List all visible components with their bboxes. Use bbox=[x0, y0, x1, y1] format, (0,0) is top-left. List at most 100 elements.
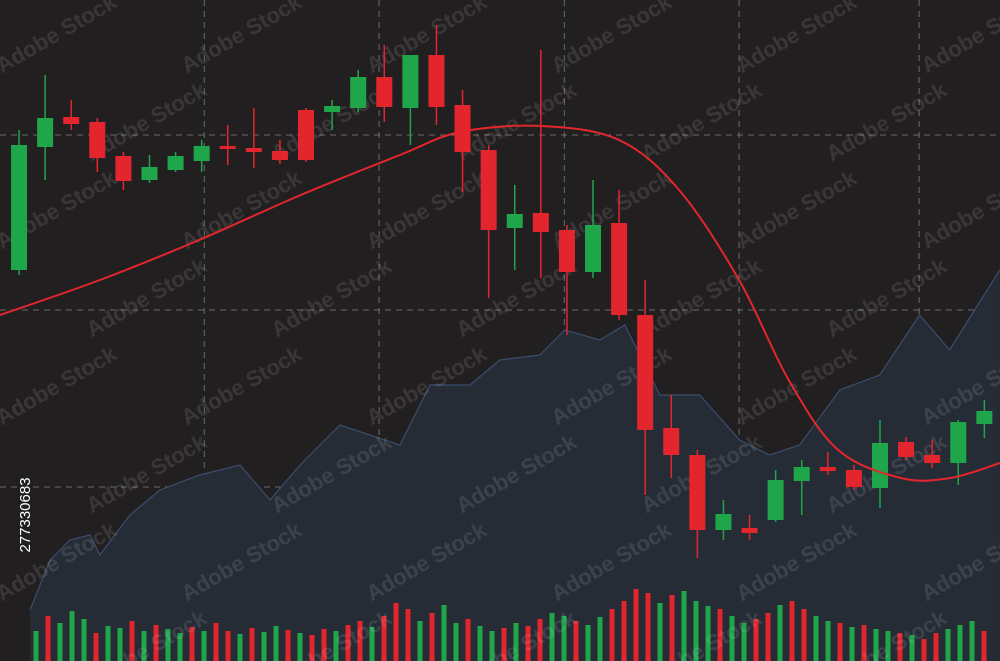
candle-body bbox=[245, 148, 262, 152]
candle-body bbox=[976, 411, 993, 424]
volume-bar bbox=[93, 633, 99, 661]
volume-bar bbox=[189, 627, 195, 661]
volume-bar bbox=[297, 633, 303, 661]
volume-bar bbox=[897, 633, 903, 661]
volume-bar bbox=[909, 635, 915, 661]
volume-bar bbox=[921, 639, 927, 661]
volume-bar bbox=[81, 619, 87, 661]
volume-bar bbox=[813, 616, 819, 661]
volume-bar bbox=[129, 621, 135, 661]
volume-bar bbox=[429, 613, 435, 661]
candle-body bbox=[741, 528, 758, 533]
volume-bar bbox=[225, 631, 231, 661]
candle-body bbox=[950, 422, 967, 463]
volume-bar bbox=[45, 616, 51, 661]
volume-bar bbox=[777, 605, 783, 661]
candle-body bbox=[376, 77, 393, 107]
volume-bar bbox=[117, 628, 123, 661]
candle-body bbox=[611, 223, 628, 315]
volume-bar bbox=[105, 626, 111, 661]
volume-bar bbox=[849, 627, 855, 661]
candles bbox=[11, 25, 993, 558]
volume-bar bbox=[957, 625, 963, 661]
volume-bar bbox=[945, 629, 951, 661]
volume-bar bbox=[381, 616, 387, 661]
volume-bar bbox=[681, 591, 687, 661]
volume-bar bbox=[33, 631, 39, 661]
candle-body bbox=[350, 77, 367, 108]
volume-layer bbox=[33, 589, 987, 661]
volume-bar bbox=[597, 617, 603, 661]
volume-bar bbox=[477, 626, 483, 661]
volume-bar bbox=[285, 630, 291, 661]
volume-bar bbox=[489, 631, 495, 661]
candle-body bbox=[141, 167, 158, 180]
volume-bar bbox=[261, 632, 267, 661]
volume-bar bbox=[141, 631, 147, 661]
volume-bar bbox=[933, 633, 939, 661]
candle-body bbox=[193, 146, 210, 161]
candle-body bbox=[298, 110, 315, 160]
candle-body bbox=[532, 213, 549, 232]
volume-bar bbox=[441, 605, 447, 661]
volume-bar bbox=[741, 623, 747, 661]
candle-body bbox=[167, 156, 184, 170]
area-layer bbox=[29, 269, 1000, 661]
volume-bar bbox=[861, 625, 867, 661]
area bbox=[30, 270, 1000, 661]
candle-body bbox=[871, 443, 888, 488]
volume-bar bbox=[729, 616, 735, 661]
candle-body bbox=[219, 146, 236, 149]
candle-body bbox=[506, 214, 523, 228]
volume-bar bbox=[513, 623, 519, 661]
candle-body bbox=[585, 225, 602, 272]
volume-bar bbox=[249, 628, 255, 661]
volume-bar bbox=[165, 629, 171, 661]
volume-bar bbox=[201, 631, 207, 661]
candle-body bbox=[819, 467, 836, 471]
candle-body bbox=[115, 156, 132, 181]
volume-bar bbox=[153, 625, 159, 661]
volume-bar bbox=[765, 613, 771, 661]
volume-bar bbox=[57, 623, 63, 661]
candle-body bbox=[11, 145, 28, 270]
candle-body bbox=[402, 55, 419, 108]
volume-bar bbox=[417, 621, 423, 661]
volume-bar bbox=[561, 616, 567, 661]
volume-bar bbox=[525, 626, 531, 661]
volume-bar bbox=[585, 625, 591, 661]
volume-bar bbox=[273, 626, 279, 661]
volume-bar bbox=[645, 593, 651, 661]
volume-bar bbox=[345, 625, 351, 661]
volume-bar bbox=[453, 623, 459, 661]
volume-bar bbox=[669, 595, 675, 661]
area-outline bbox=[29, 269, 1000, 611]
candle-body bbox=[715, 514, 732, 530]
candle-body bbox=[63, 117, 80, 124]
candle-body bbox=[924, 455, 941, 463]
volume-bar bbox=[693, 601, 699, 661]
volume-bar bbox=[333, 631, 339, 661]
volume-bar bbox=[369, 627, 375, 661]
candle-body bbox=[480, 150, 497, 230]
moving-average-layer bbox=[0, 124, 1000, 482]
volume-bar bbox=[825, 621, 831, 661]
volume-bar bbox=[969, 621, 975, 661]
candle-body bbox=[454, 105, 471, 152]
candle-body bbox=[558, 230, 575, 272]
volume-bar bbox=[549, 613, 555, 661]
volume-bar bbox=[465, 619, 471, 661]
candle-body bbox=[37, 118, 54, 147]
candle-body bbox=[663, 428, 680, 455]
volume-bar bbox=[393, 603, 399, 661]
volume-bar bbox=[621, 601, 627, 661]
candle-body bbox=[637, 315, 654, 430]
volume-bar bbox=[705, 606, 711, 661]
volume-bar bbox=[357, 621, 363, 661]
volume-bar bbox=[837, 623, 843, 661]
volume-bar bbox=[537, 619, 543, 661]
volume-bar bbox=[573, 621, 579, 661]
candle-body bbox=[689, 455, 706, 530]
candle-body bbox=[845, 470, 862, 487]
